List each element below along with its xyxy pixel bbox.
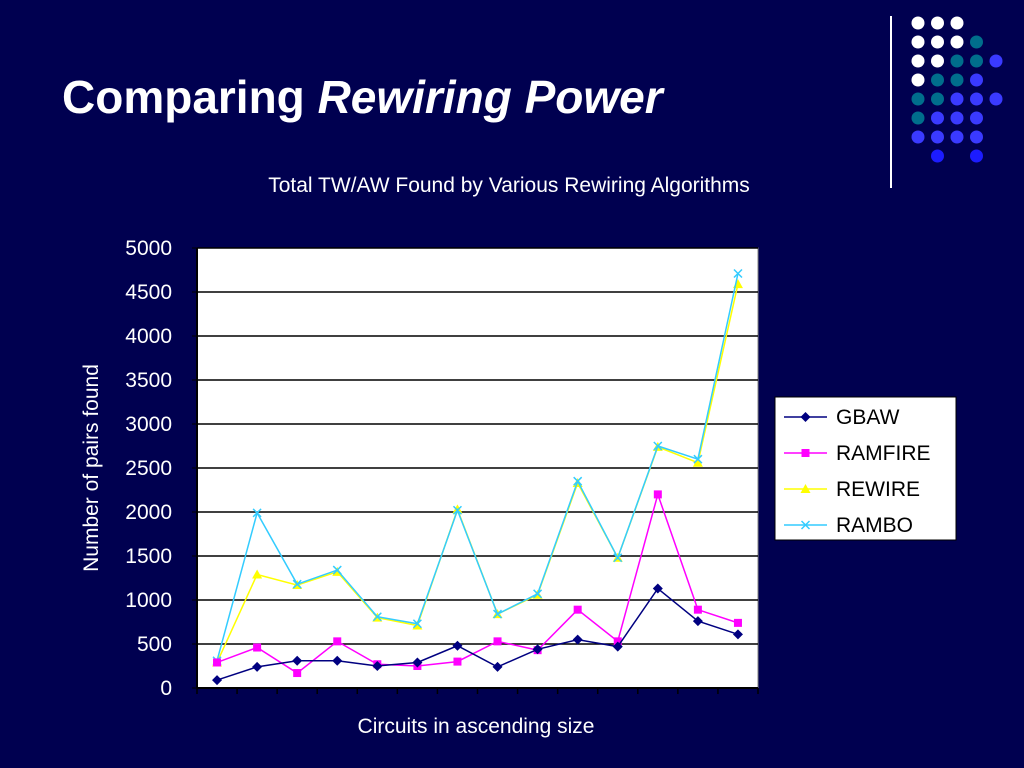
- data-point: [732, 629, 743, 640]
- legend-label: RAMBO: [836, 514, 913, 537]
- slide-title-emphasis: Rewiring Power: [317, 71, 663, 123]
- legend-item-rambo: RAMBO: [784, 514, 913, 537]
- data-point: [800, 520, 811, 530]
- data-point: [332, 565, 342, 575]
- y-tick-label: 500: [137, 633, 172, 656]
- data-point: [252, 569, 263, 579]
- data-point: [613, 553, 623, 563]
- y-axis-label: Number of pairs found: [80, 364, 103, 572]
- series-rambo: [212, 268, 743, 666]
- data-point: [332, 655, 343, 666]
- data-point: [573, 605, 582, 614]
- data-point: [533, 589, 543, 599]
- slide-title-plain: Comparing: [62, 71, 318, 123]
- legend-label: REWIRE: [836, 478, 920, 501]
- y-tick-label: 3000: [125, 413, 172, 436]
- data-point: [252, 508, 262, 518]
- data-point: [653, 441, 663, 451]
- legend-item-gbaw: GBAW: [784, 406, 900, 429]
- legend: GBAW RAMFIRE REWIRE RAMBO: [774, 396, 957, 541]
- legend-label: RAMFIRE: [836, 442, 931, 465]
- y-tick-label: 2500: [125, 457, 172, 480]
- data-point: [532, 644, 543, 655]
- series-gbaw: [212, 583, 743, 686]
- data-point: [452, 640, 463, 651]
- data-point: [693, 454, 703, 464]
- y-tick-label: 5000: [125, 237, 172, 260]
- data-point: [693, 605, 702, 614]
- chart-title: Total TW/AW Found by Various Rewiring Al…: [268, 174, 750, 197]
- data-point: [652, 583, 663, 594]
- data-point: [692, 457, 703, 467]
- y-tick-label: 1500: [125, 545, 172, 568]
- y-tick-label: 3500: [125, 369, 172, 392]
- data-point: [292, 579, 302, 589]
- data-point: [453, 657, 462, 666]
- x-axis-label: Circuits in ascending size: [358, 715, 595, 738]
- data-point: [800, 412, 811, 422]
- data-point: [213, 658, 222, 667]
- x-axis-ticks: [196, 688, 759, 694]
- y-axis-ticks: 0 500 1000 1500 2000 2500 3000 3500 4000 4500 5000: [125, 237, 197, 700]
- data-point: [493, 637, 502, 646]
- series-line: [216, 587, 739, 681]
- data-point: [452, 505, 462, 515]
- y-tick-label: 1000: [125, 589, 172, 612]
- data-point: [293, 669, 302, 678]
- series-line: [216, 273, 739, 661]
- data-point: [613, 637, 622, 646]
- data-point: [801, 449, 810, 457]
- y-tick-label: 4500: [125, 281, 172, 304]
- data-point: [212, 675, 223, 686]
- y-tick-label: 2000: [125, 501, 172, 524]
- data-point: [612, 641, 623, 652]
- y-tick-label: 4000: [125, 325, 172, 348]
- data-point: [572, 634, 583, 645]
- data-point: [800, 484, 811, 493]
- data-point: [252, 661, 263, 672]
- decorative-divider: [890, 16, 892, 188]
- data-point: [493, 609, 503, 619]
- data-point: [333, 637, 342, 646]
- slide-title: Comparing Rewiring Power: [62, 70, 663, 124]
- data-point: [372, 661, 383, 671]
- data-point: [573, 476, 583, 486]
- series-line: [216, 491, 739, 674]
- data-point: [692, 616, 703, 627]
- gridlines: [196, 247, 758, 689]
- legend-item-rewire: REWIRE: [784, 478, 920, 501]
- data-point: [733, 618, 742, 627]
- legend-label: GBAW: [836, 406, 900, 429]
- data-point: [653, 490, 662, 499]
- data-point: [372, 612, 382, 622]
- data-point: [412, 657, 423, 668]
- series-layer: [212, 268, 743, 686]
- data-point: [412, 619, 422, 629]
- data-point: [492, 661, 503, 672]
- data-point: [733, 268, 743, 279]
- data-point: [253, 643, 262, 652]
- legend-item-ramfire: RAMFIRE: [784, 442, 931, 465]
- y-tick-label: 0: [160, 677, 172, 700]
- data-point: [292, 655, 303, 666]
